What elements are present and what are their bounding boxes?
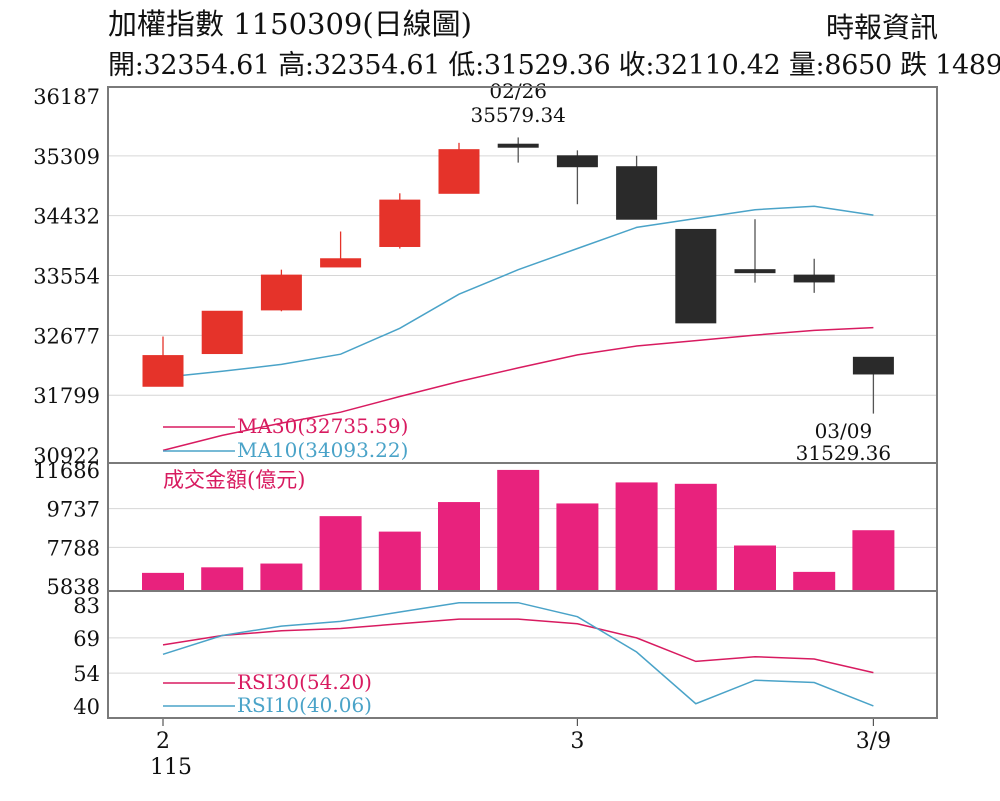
candle-body (675, 228, 717, 324)
volume-bar (497, 469, 540, 591)
chart-title: 加權指數 1150309(日線圖) (108, 7, 473, 41)
source-label: 時報資訊 (825, 11, 938, 44)
candle-body (793, 274, 835, 283)
panel-frame (107, 590, 938, 719)
candle (320, 231, 362, 268)
candle (675, 228, 717, 324)
low-annotation-value: 31529.36 (796, 441, 891, 465)
price-tick-label: 31799 (33, 384, 100, 408)
candle-body (616, 166, 658, 220)
volume-tick-label: 11686 (33, 459, 100, 483)
volume-bar (142, 572, 184, 591)
price-tick-label: 36187 (33, 85, 100, 109)
high-annotation-value: 35579.34 (470, 103, 565, 127)
candle-body (497, 143, 539, 148)
high-annotation-date: 02/26 (489, 79, 547, 103)
x-tick-label: 3/9 (856, 729, 891, 754)
candle (497, 137, 539, 163)
volume-tick-label: 7788 (47, 536, 100, 560)
volume-bar (852, 530, 895, 591)
rsi-tick-label: 69 (73, 627, 100, 651)
rsi-tick-label: 54 (73, 662, 100, 686)
candle (438, 142, 480, 194)
axis-layer: 36187 35309 34432 33554 32677 31799 3092211686… (33, 85, 891, 780)
ma10-legend-label: MA10(34093.22) (237, 438, 408, 462)
ma30-line (162, 326, 874, 452)
volume-bar (734, 545, 776, 591)
candle-body (201, 310, 243, 355)
volume-bar (201, 567, 244, 591)
ma30-legend-label: MA30(32735.59) (237, 414, 408, 438)
price-tick-label: 30922 (33, 444, 100, 468)
x-tick-label: 2 (156, 729, 170, 754)
candle (616, 155, 658, 220)
price-tick-label: 33554 (33, 265, 100, 289)
low-annotation-date: 03/09 (815, 419, 873, 443)
volume-bar (615, 482, 658, 591)
candle-body (734, 269, 776, 274)
volume-bar (378, 531, 421, 591)
candle-body (556, 155, 598, 168)
volume-bar (556, 503, 599, 591)
x-tick-label: 3 (570, 729, 584, 754)
candle-body (852, 356, 894, 375)
candle (260, 269, 302, 312)
rsi10-legend-label: RSI10(40.06) (237, 693, 372, 717)
rsi30-line (162, 618, 874, 674)
candle (201, 310, 243, 355)
candle (852, 356, 894, 414)
candle (793, 258, 835, 293)
volume-tick-label: 5838 (47, 575, 100, 599)
price-tick-label: 32677 (33, 324, 100, 348)
rsi10-line (162, 601, 874, 707)
x-tick-sublabel: 115 (150, 755, 192, 780)
grid-layer (108, 155, 937, 674)
candle (556, 150, 598, 205)
candle-body (379, 199, 421, 247)
rsi30-legend-label: RSI30(54.20) (237, 670, 372, 694)
rsi-panel: RSI30(54.20)RSI10(40.06) (162, 601, 874, 717)
volume-bar (319, 516, 362, 591)
volume-tick-label: 9737 (47, 498, 100, 522)
candle (379, 193, 421, 249)
price-tick-label: 34432 (33, 205, 100, 229)
volume-bar (438, 502, 480, 591)
rsi-tick-label: 83 (73, 594, 100, 618)
candle-body (320, 258, 362, 268)
candle-body (438, 149, 480, 194)
rsi-tick-label: 40 (73, 695, 100, 719)
candle-body (142, 355, 184, 387)
volume-bar (260, 563, 303, 591)
volume-bar (793, 571, 836, 591)
candle (734, 219, 776, 283)
volume-bar (674, 483, 717, 591)
price-tick-label: 35309 (33, 145, 100, 169)
volume-title: 成交金額(億元) (163, 468, 305, 492)
frame-layer (107, 86, 938, 719)
candle (142, 336, 184, 387)
ma10-line (162, 205, 874, 379)
ohlc-summary: 開:32354.61 高:32354.61 低:31529.36 收:32110… (108, 50, 1000, 81)
volume-panel: 成交金額(億元) (142, 468, 895, 591)
candle-body (260, 274, 302, 311)
